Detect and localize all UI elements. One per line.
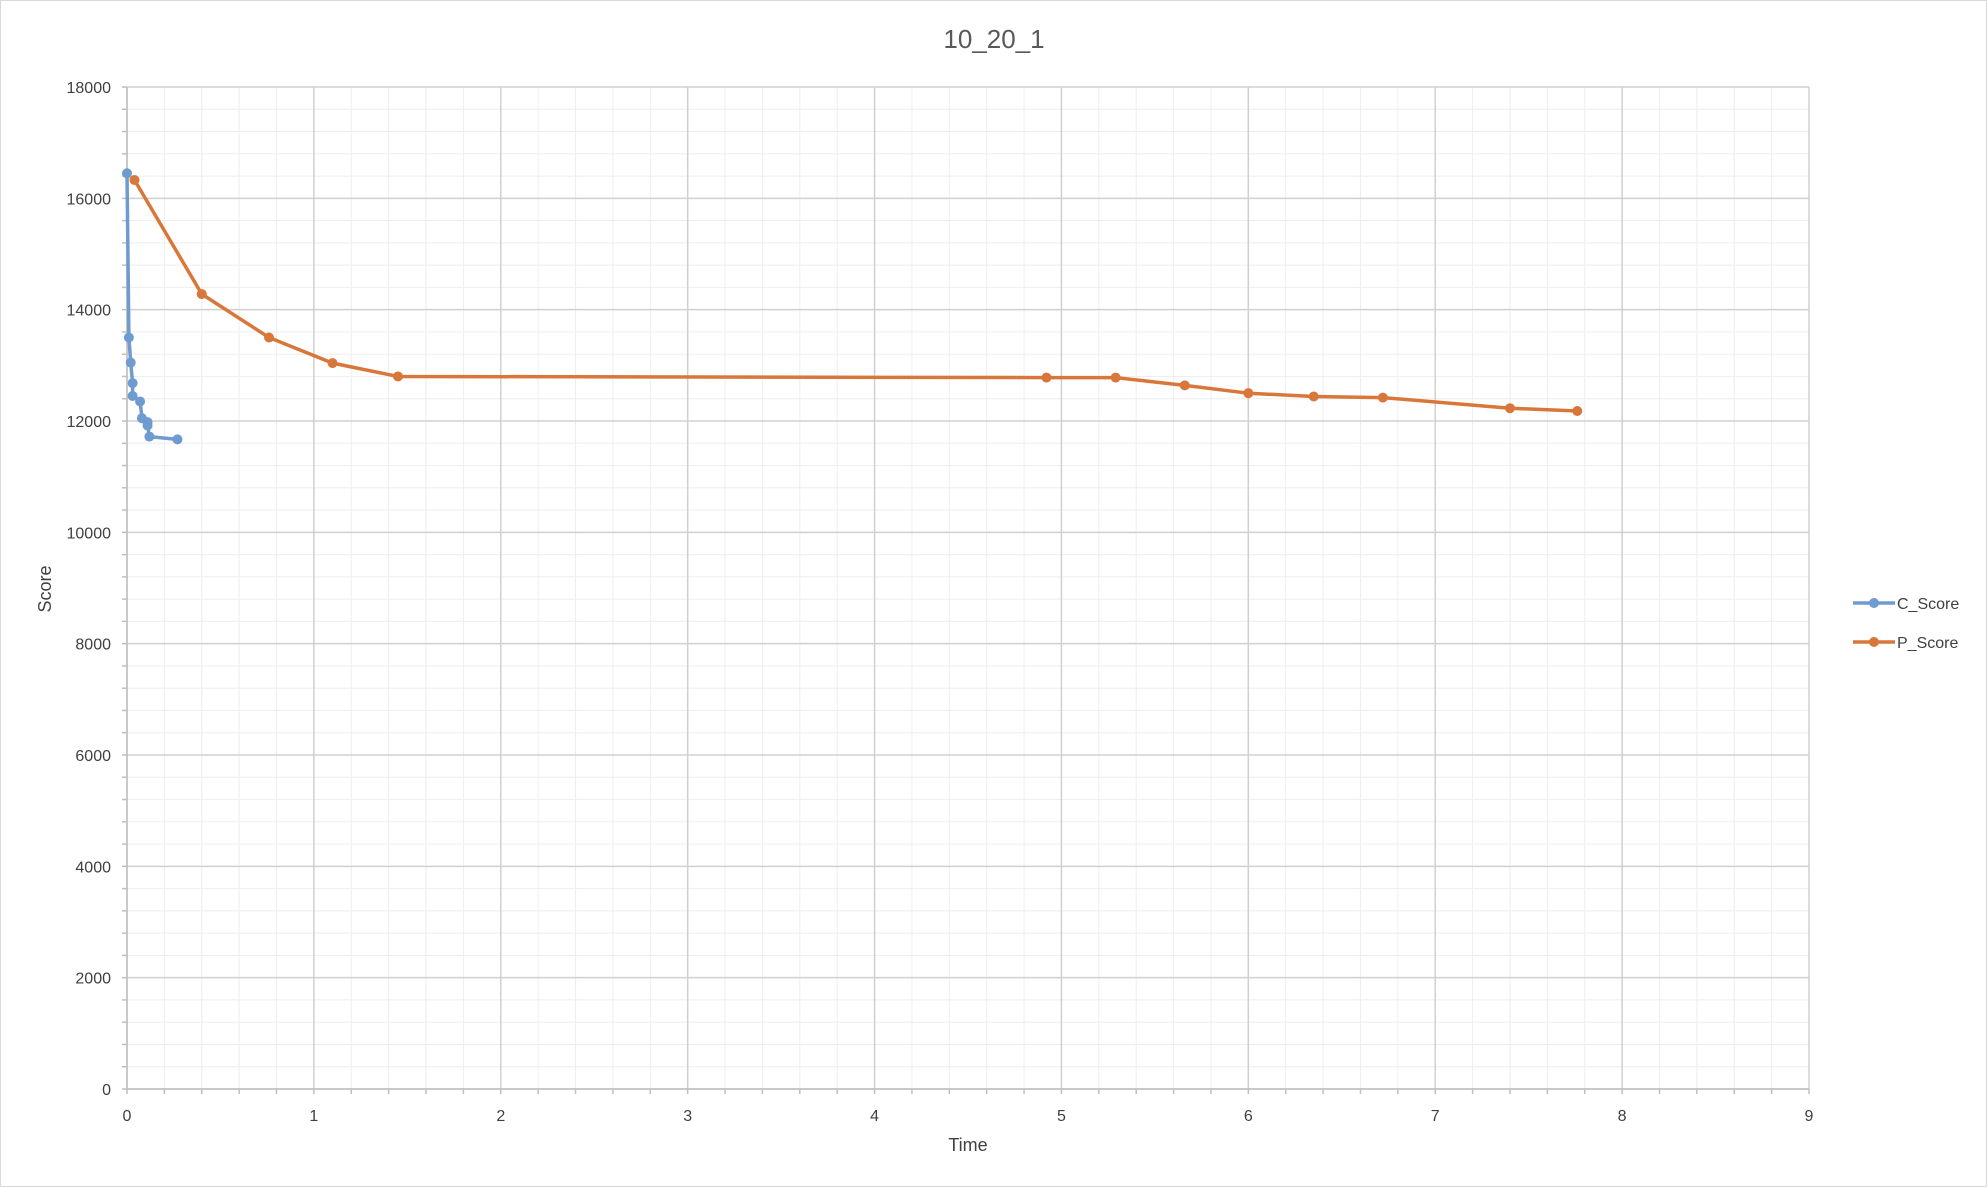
x-tick-label: 5 — [1057, 1108, 1066, 1125]
data-point — [127, 378, 138, 389]
y-tick-labels: 0 2000 4000 6000 8000 10000 12000 14000 16000 180… — [67, 80, 112, 1099]
x-tick-label: 0 — [123, 1108, 132, 1125]
data-point — [123, 332, 134, 343]
y-tick-label: 18000 — [67, 80, 112, 97]
x-tick-label: 8 — [1618, 1108, 1627, 1125]
x-tick-label: 2 — [496, 1108, 505, 1125]
data-point — [129, 174, 140, 185]
legend-label: C_Score — [1897, 596, 1959, 613]
data-point — [264, 332, 275, 343]
legend-label: P_Score — [1897, 635, 1958, 652]
data-point — [1308, 391, 1319, 402]
y-tick-label: 0 — [102, 1082, 111, 1099]
axes — [122, 86, 1810, 1094]
x-tick-label: 3 — [683, 1108, 692, 1125]
data-point — [1572, 405, 1583, 416]
data-point — [327, 358, 338, 369]
y-tick-label: 10000 — [67, 525, 112, 542]
x-axis-label: Time — [948, 1135, 987, 1155]
legend: C_Score P_Score — [1853, 596, 1959, 652]
y-tick-label: 8000 — [75, 637, 111, 654]
y-tick-label: 14000 — [67, 303, 112, 320]
data-point — [1179, 380, 1190, 391]
data-point — [392, 371, 403, 382]
x-tick-label: 6 — [1244, 1108, 1253, 1125]
x-tick-label: 9 — [1805, 1108, 1814, 1125]
y-axis-label: Score — [35, 565, 55, 612]
data-point — [196, 289, 207, 300]
data-point — [1110, 372, 1121, 383]
legend-marker — [1869, 598, 1879, 608]
data-point — [122, 168, 132, 179]
legend-item: C_Score — [1853, 596, 1959, 613]
x-tick-label: 7 — [1431, 1108, 1440, 1125]
data-point — [1041, 372, 1052, 383]
y-tick-label: 6000 — [75, 748, 111, 765]
data-point — [1243, 388, 1254, 399]
y-tick-label: 16000 — [67, 191, 112, 208]
data-point — [1504, 403, 1515, 414]
data-point — [1377, 392, 1388, 403]
legend-marker — [1869, 637, 1879, 647]
data-point — [172, 434, 183, 445]
legend-item: P_Score — [1853, 635, 1958, 652]
data-point — [144, 431, 155, 442]
series-C_Score — [122, 168, 183, 445]
y-tick-label: 2000 — [75, 971, 111, 988]
series-layer — [122, 168, 1583, 445]
data-point — [135, 396, 146, 407]
y-tick-label: 4000 — [75, 859, 111, 876]
grid — [126, 86, 1810, 1090]
data-point — [125, 357, 136, 368]
x-tick-label: 4 — [870, 1108, 879, 1125]
x-tick-labels: 0 1 2 3 4 5 6 7 8 9 — [123, 1108, 1814, 1125]
chart-title: 10_20_1 — [943, 24, 1044, 54]
series-P_Score — [129, 174, 1583, 416]
data-point — [142, 420, 153, 431]
x-tick-label: 1 — [309, 1108, 318, 1125]
y-tick-label: 12000 — [67, 414, 112, 431]
data-point — [127, 390, 138, 401]
